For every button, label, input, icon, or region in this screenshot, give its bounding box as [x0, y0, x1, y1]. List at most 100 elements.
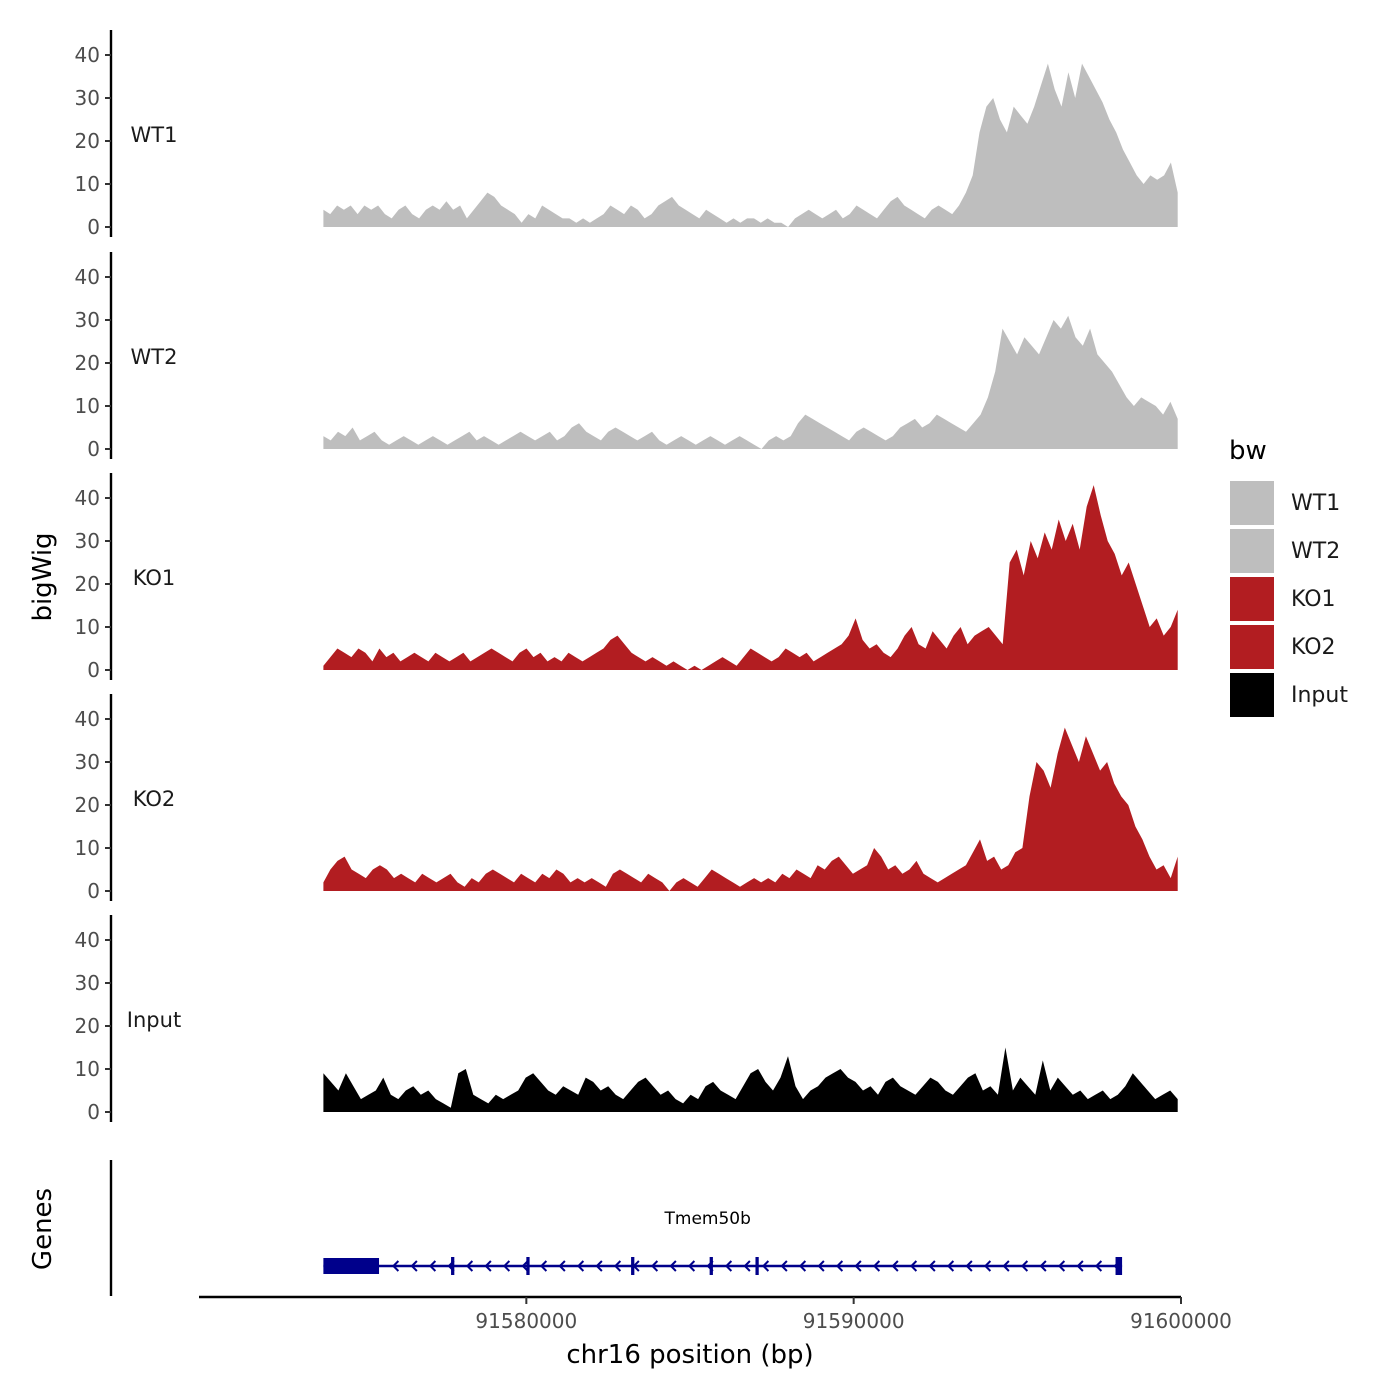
x-tick-label: 91600000 — [1130, 1309, 1232, 1333]
strand-arrow — [983, 1260, 992, 1272]
track-panel-ko2: 0 10 20 30 40 KO2 — [75, 694, 1178, 903]
legend-key-wt1 — [1228, 479, 1276, 527]
y-tick-label: 40 — [75, 43, 100, 67]
strand-arrow — [687, 1260, 696, 1272]
strand-arrow — [484, 1260, 492, 1272]
strand-arrow — [835, 1260, 844, 1272]
bigwig-panels: 0 10 20 30 40 WT1 0 10 20 30 40 WT2 0 10 20 30 40 KO1 0 10 2… — [75, 30, 1178, 1124]
track-label: WT2 — [131, 345, 178, 369]
gene-exon — [526, 1257, 530, 1275]
strand-arrow — [761, 1260, 770, 1272]
y-tick-label: 0 — [87, 437, 100, 461]
strand-arrow — [521, 1260, 529, 1272]
track-area-wt1 — [323, 63, 1178, 227]
strand-arrow — [539, 1260, 548, 1272]
strand-arrow — [391, 1260, 400, 1272]
y-axis-title: bigWig — [28, 532, 58, 621]
strand-arrow — [502, 1260, 511, 1272]
strand-arrow — [558, 1260, 566, 1272]
strand-arrow — [428, 1260, 437, 1272]
track-area-ko2 — [323, 727, 1178, 891]
legend-label-wt1: WT1 — [1291, 491, 1340, 516]
gene-exon — [323, 1258, 380, 1274]
strand-arrow — [1002, 1260, 1010, 1272]
legend-label-ko1: KO1 — [1291, 587, 1336, 612]
legend-key-ko1 — [1228, 575, 1276, 623]
y-tick-label: 40 — [75, 265, 100, 289]
legend-key-ko2 — [1228, 623, 1276, 671]
strand-arrow — [410, 1260, 418, 1272]
y-tick-label: 20 — [75, 351, 100, 375]
track-area-input — [323, 1047, 1178, 1112]
strand-arrow — [798, 1260, 807, 1272]
y-tick-label: 0 — [87, 658, 100, 682]
y-tick-label: 40 — [75, 486, 100, 510]
strand-arrow — [1020, 1260, 1029, 1272]
genes-panel: Tmem50b — [109, 1160, 1123, 1296]
track-panel-input: 0 10 20 30 40 Input — [75, 915, 1178, 1124]
strand-arrow — [669, 1260, 677, 1272]
track-area-ko1 — [323, 485, 1178, 670]
strand-arrow — [650, 1260, 659, 1272]
x-tick-label: 91580000 — [475, 1309, 577, 1333]
y-tick-label: 0 — [87, 215, 100, 239]
y-tick-label: 30 — [75, 86, 100, 110]
strand-arrow — [724, 1260, 733, 1272]
gene-exon — [451, 1257, 455, 1275]
strand-arrow — [1094, 1260, 1103, 1272]
strand-arrow — [909, 1260, 918, 1272]
y-tick-label: 10 — [75, 394, 100, 418]
y-tick-label: 20 — [75, 572, 100, 596]
y-tick-label: 40 — [75, 707, 100, 731]
x-axis-title: chr16 position (bp) — [566, 1340, 813, 1370]
strand-arrow — [854, 1260, 862, 1272]
strand-arrow — [965, 1260, 973, 1272]
track-label: Input — [127, 1008, 181, 1032]
y-tick-label: 10 — [75, 172, 100, 196]
strand-arrow — [780, 1260, 788, 1272]
y-tick-label: 20 — [75, 1014, 100, 1038]
strand-arrow — [613, 1260, 622, 1272]
y-tick-label: 0 — [87, 1100, 100, 1124]
y-tick-label: 10 — [75, 615, 100, 639]
track-label: KO1 — [133, 566, 176, 590]
genes-axis-title: Genes — [28, 1188, 58, 1270]
y-tick-label: 20 — [75, 793, 100, 817]
track-panel-ko1: 0 10 20 30 40 KO1 — [75, 473, 1178, 682]
track-panel-wt2: 0 10 20 30 40 WT2 — [75, 252, 1178, 461]
gene-model: Tmem50b — [323, 1209, 1123, 1275]
y-tick-label: 20 — [75, 129, 100, 153]
legend-title: bw — [1229, 436, 1267, 466]
legend-key-input — [1228, 671, 1276, 719]
strand-arrow — [595, 1260, 603, 1272]
track-area-wt2 — [323, 315, 1178, 449]
gene-exon — [631, 1257, 635, 1275]
track-panel-wt1: 0 10 20 30 40 WT1 — [75, 30, 1178, 239]
strand-arrow — [465, 1260, 474, 1272]
strand-arrow — [1076, 1260, 1084, 1272]
strand-arrow — [1039, 1260, 1047, 1272]
y-tick-label: 30 — [75, 308, 100, 332]
x-tick-label: 91590000 — [803, 1309, 905, 1333]
legend-key-wt2 — [1228, 527, 1276, 575]
y-tick-label: 10 — [75, 836, 100, 860]
strand-arrow — [872, 1260, 881, 1272]
y-tick-label: 30 — [75, 971, 100, 995]
track-label: WT1 — [131, 123, 178, 147]
legend-label-ko2: KO2 — [1291, 635, 1336, 660]
strand-arrow — [946, 1260, 955, 1272]
gene-name-label: Tmem50b — [664, 1209, 751, 1229]
y-tick-label: 40 — [75, 928, 100, 952]
y-tick-label: 10 — [75, 1057, 100, 1081]
legend: bw WT1 WT2 KO1 KO2 Input — [1228, 436, 1348, 719]
legend-label-wt2: WT2 — [1291, 539, 1340, 564]
y-tick-label: 30 — [75, 750, 100, 774]
strand-arrow — [928, 1260, 936, 1272]
track-label: KO2 — [133, 787, 176, 811]
y-tick-label: 0 — [87, 879, 100, 903]
x-axis: 91580000 91590000 91600000 — [199, 1295, 1232, 1333]
strand-arrow — [743, 1260, 751, 1272]
gene-exon — [709, 1257, 713, 1275]
y-tick-label: 30 — [75, 529, 100, 553]
